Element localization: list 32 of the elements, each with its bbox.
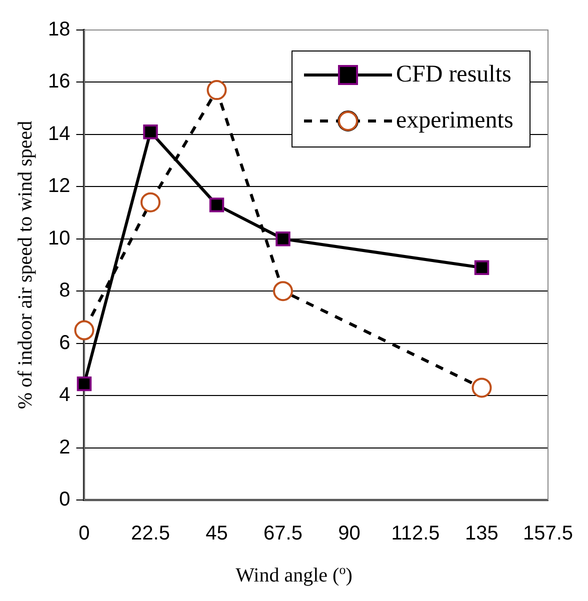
x-tick-label: 112.5 xyxy=(391,522,440,545)
y-tick-label: 14 xyxy=(48,122,70,145)
point xyxy=(276,232,290,246)
y-tick-label: 4 xyxy=(59,384,70,406)
x-axis-title: Wind angle ($^{o}$) xyxy=(234,562,354,588)
x-tick-label: 45 xyxy=(206,522,228,545)
x-tick-label: 135 xyxy=(465,522,498,545)
x-tick-label: 157.5 xyxy=(522,522,574,545)
point xyxy=(74,320,94,340)
y-tick-label: 12 xyxy=(48,175,70,198)
point xyxy=(209,198,224,212)
x-tick-label: 90 xyxy=(338,522,360,545)
point xyxy=(206,80,227,100)
point xyxy=(472,378,492,398)
y-tick-label: 6 xyxy=(59,332,70,354)
point xyxy=(273,281,293,302)
x-tick-label: 22.5 xyxy=(131,522,170,545)
y-tick-label: 2 xyxy=(59,436,70,458)
point xyxy=(143,124,158,140)
legend-label: experiments xyxy=(396,107,514,134)
y-tick-label: 16 xyxy=(48,70,70,93)
point xyxy=(140,192,160,212)
point xyxy=(474,260,490,275)
x-tick-label: 67.5 xyxy=(264,522,302,545)
legend-label: CFD results xyxy=(396,61,512,88)
y-axis-title: % of indoor air speed to wind speed xyxy=(14,120,36,410)
y-tick-label: 8 xyxy=(59,280,70,302)
x-tick-label: 0 xyxy=(78,522,90,545)
y-tick-label: 18 xyxy=(48,18,70,41)
y-tick-label: 0 xyxy=(59,488,70,511)
y-tick-label: 10 xyxy=(48,227,70,250)
point xyxy=(76,376,92,392)
